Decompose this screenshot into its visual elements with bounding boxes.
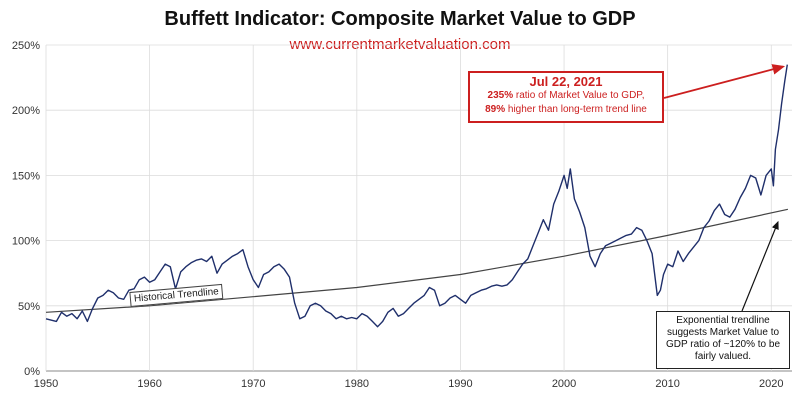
x-tick-label: 1960 — [137, 378, 161, 390]
x-tick-label: 1980 — [345, 378, 369, 390]
historical-trendline — [45, 208, 789, 313]
callout-line-2: 89% higher than long-term trend line — [470, 103, 662, 117]
grid-lines — [45, 44, 792, 372]
y-tick-label: 200% — [12, 105, 40, 117]
x-tick-label: 2020 — [759, 378, 783, 390]
callout-date: Jul 22, 2021 — [529, 74, 603, 89]
x-tick-label: 1970 — [241, 378, 265, 390]
trend-note-arrow — [741, 220, 779, 312]
trend-note-box: Exponential trendline suggests Market Va… — [656, 311, 790, 369]
x-tick-labels: 1950 1960 1970 1980 1990 2000 2010 2020 — [34, 378, 784, 390]
callout-percent: 89% — [485, 104, 506, 115]
y-tick-labels: 0% 50% 100% 150% 200% 250% — [12, 40, 40, 378]
market-value-to-gdp-line — [45, 64, 788, 328]
x-tick-label: 2000 — [552, 378, 576, 390]
callout-box: Jul 22, 2021 235% ratio of Market Value … — [468, 71, 664, 123]
callout-arrow — [663, 64, 786, 99]
y-tick-label: 150% — [12, 170, 40, 182]
x-tick-label: 1950 — [34, 378, 58, 390]
y-tick-label: 100% — [12, 236, 40, 248]
chart-subtitle: www.currentmarketvaluation.com — [289, 36, 511, 53]
chart-title: Buffett Indicator: Composite Market Valu… — [164, 8, 636, 30]
x-tick-label: 1990 — [448, 378, 472, 390]
callout-ratio-text: ratio of Market Value to GDP, — [513, 90, 645, 101]
y-tick-label: 50% — [18, 301, 40, 313]
y-tick-label: 250% — [12, 40, 40, 52]
y-tick-label: 0% — [24, 366, 40, 378]
callout-line-1: 235% ratio of Market Value to GDP, — [470, 89, 662, 103]
x-tick-label: 2010 — [655, 378, 679, 390]
callout-ratio: 235% — [487, 90, 514, 101]
callout-percent-text: higher than long-term trend line — [505, 104, 647, 115]
